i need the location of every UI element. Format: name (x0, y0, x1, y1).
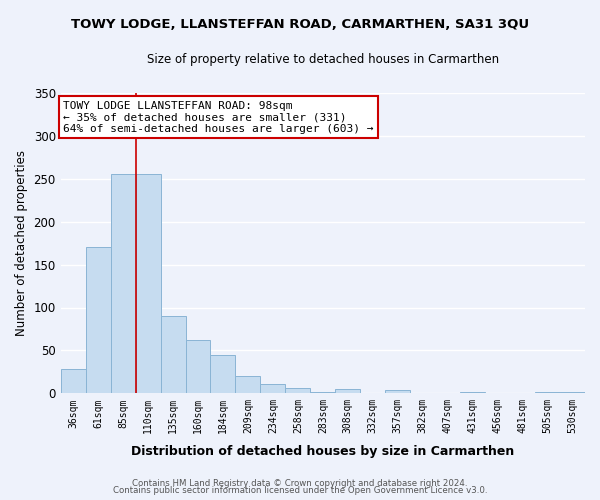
Text: TOWY LODGE, LLANSTEFFAN ROAD, CARMARTHEN, SA31 3QU: TOWY LODGE, LLANSTEFFAN ROAD, CARMARTHEN… (71, 18, 529, 30)
Bar (211, 354, 235, 394)
Bar (161, 316, 185, 394)
Text: Contains HM Land Registry data © Crown copyright and database right 2024.: Contains HM Land Registry data © Crown c… (132, 478, 468, 488)
Bar (235, 376, 260, 394)
Bar (86, 248, 110, 394)
Text: TOWY LODGE LLANSTEFFAN ROAD: 98sqm
← 35% of detached houses are smaller (331)
64: TOWY LODGE LLANSTEFFAN ROAD: 98sqm ← 35%… (63, 100, 374, 134)
Bar (286, 388, 310, 394)
Bar (310, 392, 335, 394)
Bar (185, 340, 211, 394)
Title: Size of property relative to detached houses in Carmarthen: Size of property relative to detached ho… (147, 52, 499, 66)
Bar (460, 392, 485, 394)
Text: Contains public sector information licensed under the Open Government Licence v3: Contains public sector information licen… (113, 486, 487, 495)
Bar (335, 389, 360, 394)
Bar (260, 384, 286, 394)
Bar (560, 392, 585, 394)
Bar (385, 390, 410, 394)
Bar (535, 392, 560, 394)
Bar (61, 370, 86, 394)
Bar (110, 174, 136, 394)
Bar (136, 174, 161, 394)
X-axis label: Distribution of detached houses by size in Carmarthen: Distribution of detached houses by size … (131, 444, 514, 458)
Y-axis label: Number of detached properties: Number of detached properties (15, 150, 28, 336)
